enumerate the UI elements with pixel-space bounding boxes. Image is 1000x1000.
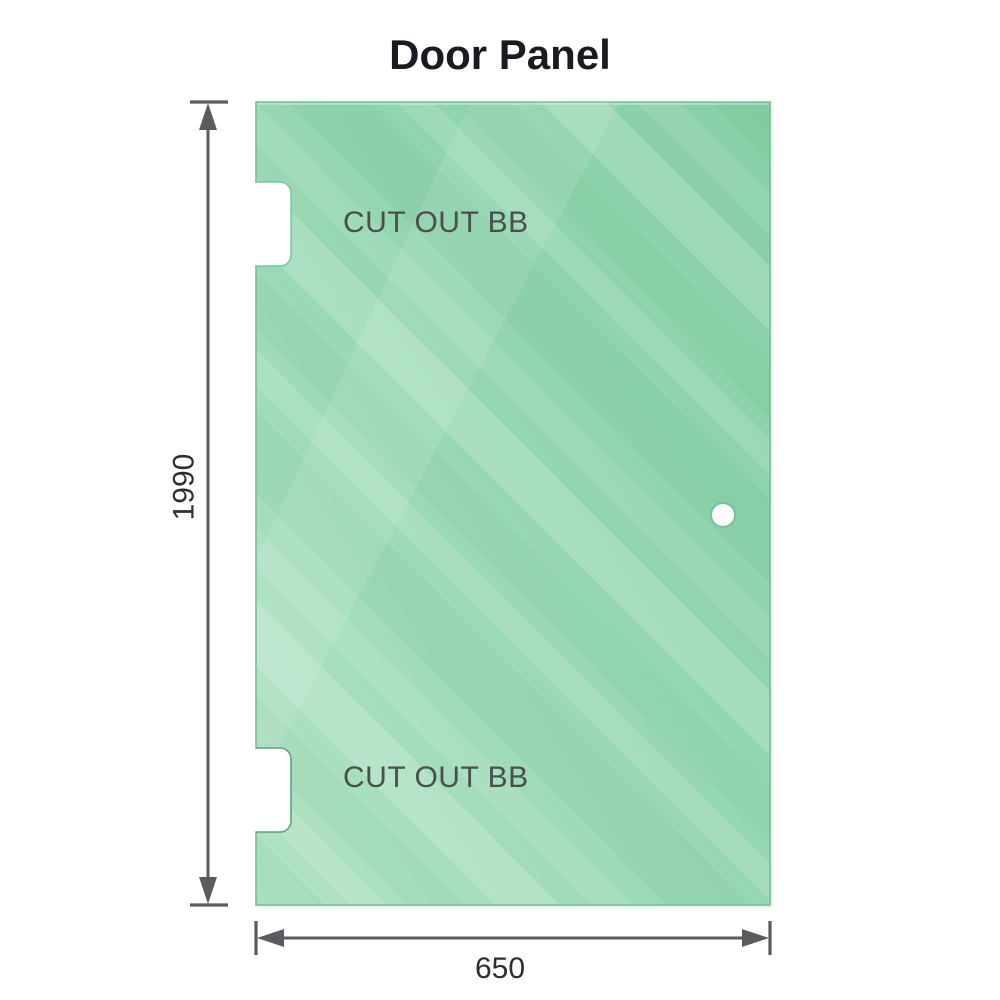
handle-hole-icon — [712, 504, 734, 526]
page-title: Door Panel — [389, 31, 611, 78]
cutout-lower-left-outline — [256, 747, 292, 833]
handle-hole-group — [710, 502, 736, 528]
dimension-width — [254, 921, 772, 955]
panel-reflection-streaks — [256, 102, 770, 905]
dim-height-arrow-down-icon — [199, 877, 217, 904]
dim-width-arrow-right-icon — [742, 929, 769, 947]
panel-edge-light-top — [256, 102, 770, 105]
cutout-upper-left — [256, 181, 292, 267]
glass-panel-group — [255, 101, 771, 906]
cutout-upper-label: CUT OUT BB — [343, 206, 529, 239]
panel-highlight-sweep — [256, 102, 620, 790]
dim-width-arrow-left-icon — [257, 929, 284, 947]
dimension-height-label: 1990 — [167, 453, 201, 521]
cutout-lower-left — [256, 747, 292, 833]
dimension-width-label: 650 — [474, 952, 526, 985]
cutout-lower-label: CUT OUT BB — [343, 761, 529, 794]
cutout-upper-left-void — [256, 182, 291, 266]
cutout-upper-left-outline — [256, 181, 292, 267]
cutout-lower-left-void — [256, 748, 291, 832]
dimension-height — [190, 100, 228, 907]
dim-height-arrow-up-icon — [199, 103, 217, 130]
